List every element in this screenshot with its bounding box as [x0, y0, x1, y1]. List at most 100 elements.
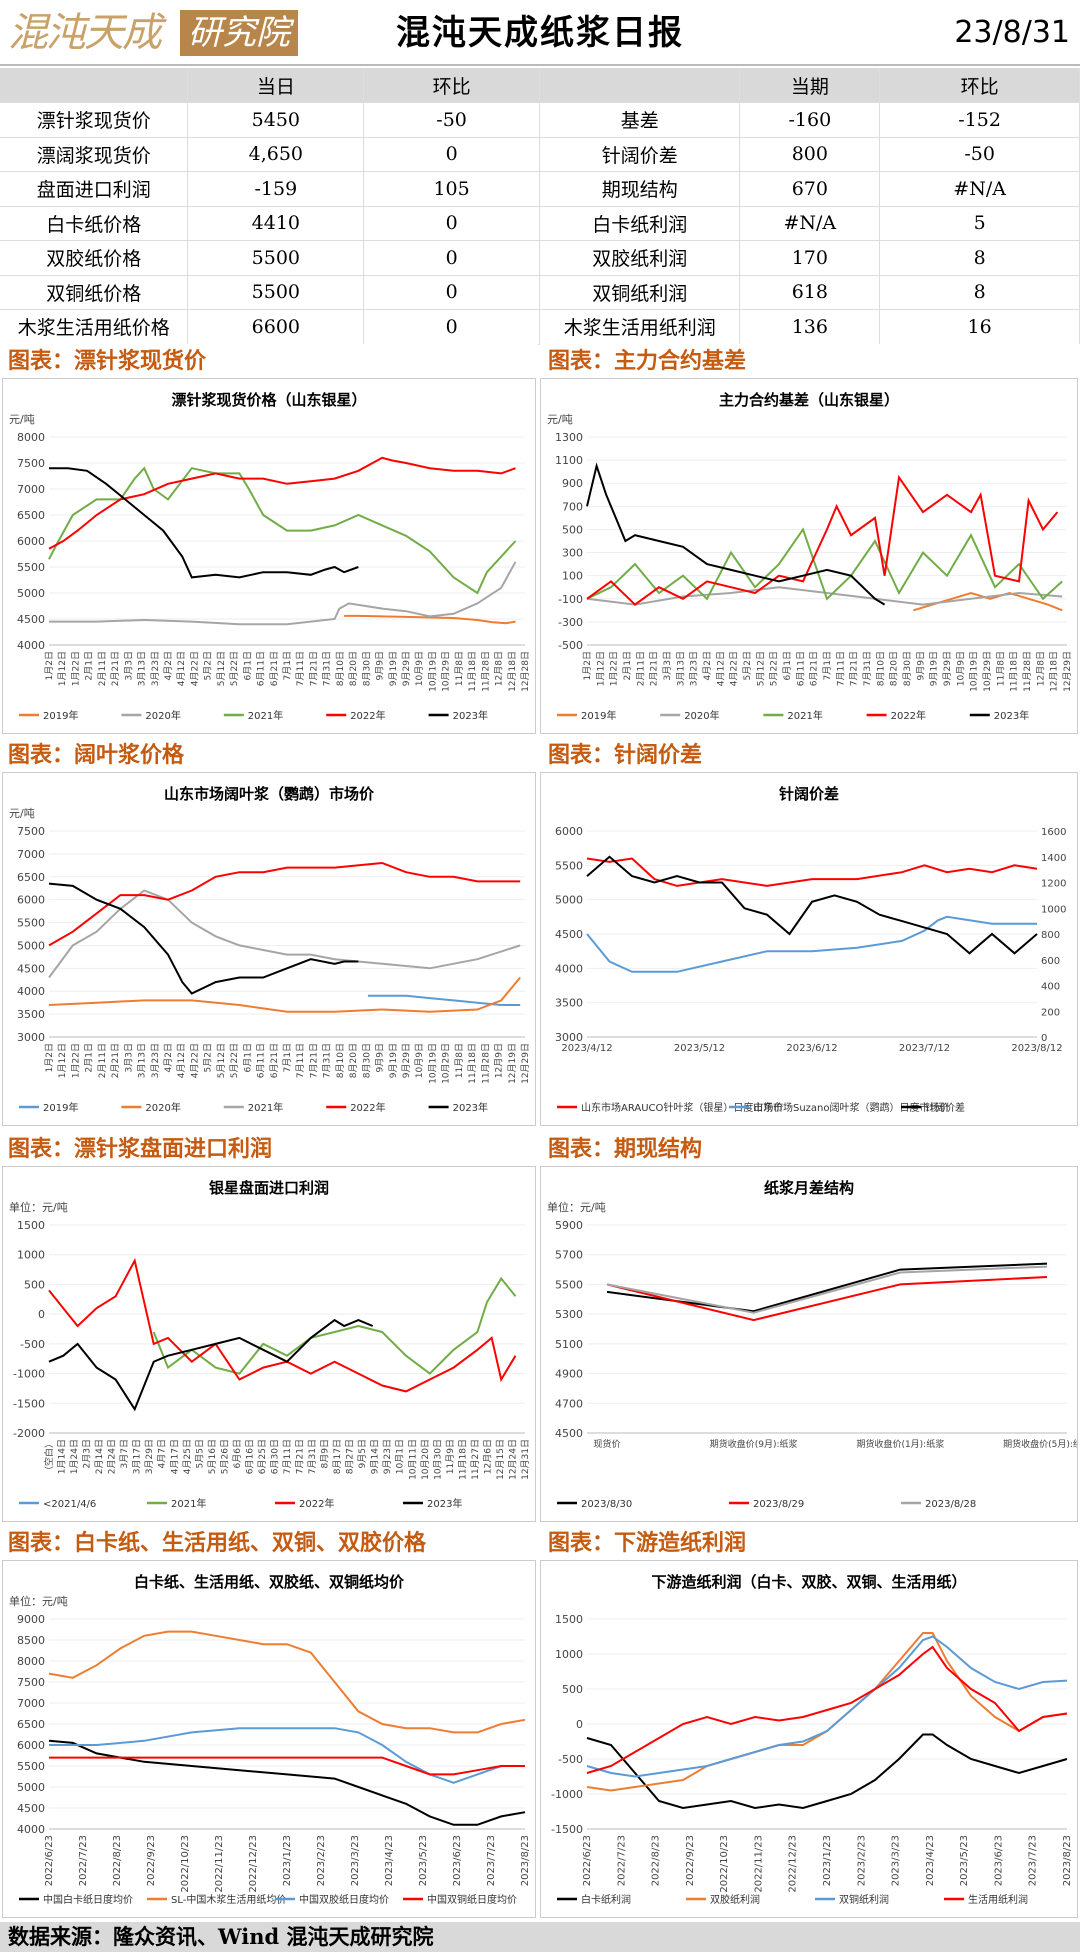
legend-label: 2023年	[427, 1497, 462, 1510]
y-tick-label: -500	[20, 1338, 45, 1351]
y-tick-label: 7000	[17, 483, 45, 496]
x-tick-label: 3月23日	[150, 1043, 161, 1078]
y-tick-label: -500	[558, 1753, 583, 1766]
x-tick-label: 2月24日	[107, 1439, 118, 1474]
x-tick-label: 2022/10/23	[180, 1835, 191, 1893]
x-tick-label: 1月12日	[595, 651, 606, 686]
right-col-0	[540, 68, 741, 103]
section-title-term-structure: 图表：期现结构	[540, 1132, 1080, 1166]
x-tick-label: 10月19日	[427, 651, 438, 692]
header: 混沌天成 研究院 混沌天成纸浆日报 23/8/31	[0, 0, 1080, 66]
legend-label: 2023年	[453, 709, 488, 722]
x-tick-label: 12月18日	[507, 651, 518, 692]
right-cell: 170	[739, 240, 881, 276]
right-col-1: 当期	[739, 68, 881, 103]
x-tick-label: 2023/8/23	[1062, 1835, 1073, 1886]
x-tick-label: 3月23日	[689, 651, 700, 686]
y-tick-label: 6000	[17, 1739, 45, 1752]
legend-label: 2020年	[145, 709, 180, 722]
table-row: 白卡纸利润 #N/A 5	[540, 206, 1080, 241]
right-cell: 白卡纸利润	[540, 206, 741, 241]
x-tick-label: 5月2日	[203, 1043, 214, 1072]
section-title-import-profit: 图表：漂针浆盘面进口利润	[0, 1132, 538, 1166]
x-tick-label: 10月29日	[441, 1043, 452, 1084]
chart-title: 下游造纸利润（白卡、双胶、双铜、生活用纸）	[651, 1573, 966, 1591]
x-tick-label: 期货收盘价(1月):纸浆	[856, 1438, 944, 1450]
y-tick-label: 5300	[555, 1308, 583, 1321]
x-tick-label: 2023/4/23	[925, 1835, 936, 1886]
x-tick-label: 11月18日	[467, 1043, 478, 1084]
x-tick-label: 2023/6/12	[786, 1043, 837, 1054]
table-row: 期现结构 670 #N/A	[540, 171, 1080, 207]
x-tick-label: 5月5日	[194, 1439, 205, 1468]
x-tick-label: 3月17日	[132, 1439, 143, 1474]
x-tick-label: 4月2日	[163, 1043, 174, 1072]
x-tick-label: 2023/2/23	[856, 1835, 867, 1886]
x-tick-label: 2023/1/23	[822, 1835, 833, 1886]
x-tick-label: 11月27日	[470, 1439, 481, 1480]
series-line	[586, 527, 1063, 601]
series-line	[49, 467, 359, 579]
left-cell: 5450	[187, 102, 365, 138]
y-tick-label: 5500	[555, 1278, 583, 1291]
legend-label: 2019年	[43, 709, 78, 722]
x-tick-label: 11月28日	[480, 1043, 491, 1084]
table-row: 双胶纸利润 170 8	[540, 240, 1080, 276]
series-line	[586, 857, 1038, 887]
x-tick-label: 11月18日	[1009, 651, 1020, 692]
section-title-basis: 图表：主力合约基差	[540, 344, 1080, 378]
y-tick-label: 7500	[17, 1676, 45, 1689]
series-line	[586, 1635, 1068, 1778]
axis-unit: 单位：元/吨	[9, 1594, 68, 1608]
y-tick-label: 4900	[555, 1368, 583, 1381]
series-line	[49, 1727, 525, 1784]
y2-tick-label: 600	[1041, 956, 1060, 967]
legend-label: 2023年	[453, 1101, 488, 1114]
y-tick-label: 6500	[17, 509, 45, 522]
legend-label: 2022年	[891, 709, 926, 722]
series-line	[586, 462, 886, 606]
x-tick-label: 2023/7/23	[486, 1835, 497, 1886]
x-tick-label: 2023/6/23	[993, 1835, 1004, 1886]
y-tick-label: 1300	[555, 431, 583, 444]
x-tick-label: 2月14日	[94, 1439, 105, 1474]
y-tick-label: 5000	[17, 1781, 45, 1794]
x-tick-label: 9月19日	[388, 651, 399, 686]
x-tick-label: 2023/8/23	[520, 1835, 531, 1886]
x-tick-label: 2022/8/23	[651, 1835, 662, 1886]
y-tick-label: 500	[562, 523, 583, 536]
y-tick-label: 4500	[17, 1802, 45, 1815]
x-tick-label: 期货收盘价(5月):纸浆	[1003, 1438, 1077, 1450]
legend-label: 2023/8/28	[925, 1499, 976, 1510]
right-col-2: 环比	[879, 68, 1080, 103]
x-tick-label: 12月15日	[495, 1439, 506, 1480]
section-title-paper-profit: 图表：下游造纸利润	[540, 1526, 1080, 1560]
axis-unit: 元/吨	[9, 807, 35, 820]
logo-badge: 研究院	[180, 10, 298, 56]
x-tick-label: 1月2日	[582, 651, 593, 680]
legend-label: 中国白卡纸日度均价	[43, 1893, 133, 1906]
series-line	[344, 614, 516, 625]
legend-label: <2021/4/6	[43, 1499, 96, 1510]
report-date: 23/8/31	[954, 15, 1070, 50]
x-tick-label: 9月9日	[375, 651, 386, 680]
y-tick-label: 6000	[17, 894, 45, 907]
legend-label: 2020年	[145, 1101, 180, 1114]
table-row: 双铜纸价格 5500 0	[0, 275, 540, 310]
left-cell: -159	[187, 171, 365, 207]
right-cell: 基差	[540, 102, 741, 138]
x-tick-label: 8月10日	[335, 651, 346, 686]
x-tick-label: 7月1日	[822, 651, 833, 680]
y-tick-label: 1000	[555, 1648, 583, 1661]
y-tick-label: 1500	[555, 1613, 583, 1626]
x-tick-label: 4月22日	[189, 1043, 200, 1078]
y-tick-label: 5100	[555, 1338, 583, 1351]
x-tick-label: 8月30日	[902, 651, 913, 686]
chart-title: 针阔价差	[779, 785, 839, 803]
x-tick-label: 1月2日	[44, 651, 55, 680]
logo: 混沌天成 研究院	[8, 8, 298, 58]
y2-tick-label: 1600	[1041, 827, 1066, 838]
x-tick-label: 1月22日	[70, 1043, 81, 1078]
x-tick-label: 6月21日	[269, 1043, 280, 1078]
right-cell: #N/A	[879, 171, 1080, 207]
